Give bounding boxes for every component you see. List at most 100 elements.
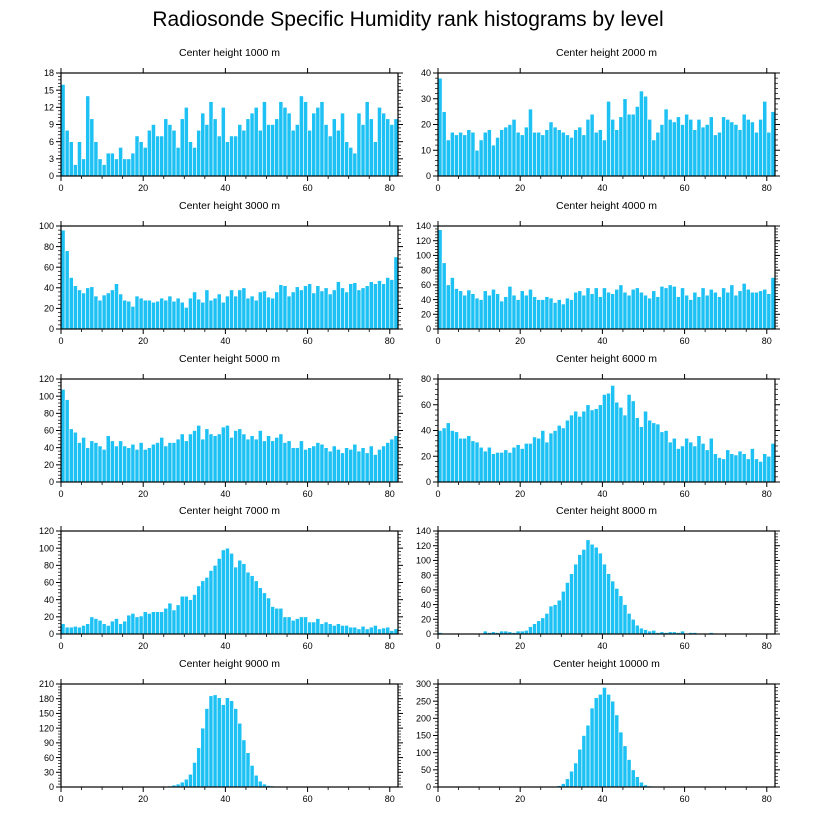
histogram-bar — [544, 441, 550, 483]
histogram-bar — [196, 425, 202, 483]
y-tick-label: 0 — [49, 477, 54, 487]
histogram-bar — [171, 442, 177, 483]
x-tick-label: 0 — [435, 794, 440, 804]
histogram-bar — [274, 291, 280, 330]
histogram-bar — [548, 297, 554, 330]
histogram-bar — [770, 111, 776, 177]
histogram-bar — [348, 147, 354, 177]
histogram-bar — [503, 296, 509, 330]
histogram-bar — [585, 119, 591, 177]
histogram-bar — [274, 118, 280, 177]
x-tick-label: 80 — [385, 641, 395, 651]
histogram-bar — [220, 426, 226, 483]
histogram-bar — [389, 279, 395, 330]
x-tick-label: 40 — [220, 641, 230, 651]
histogram-bar — [725, 119, 731, 177]
y-tick-label: 0 — [49, 782, 54, 792]
histogram-bar — [626, 613, 632, 635]
histogram-bar — [229, 553, 234, 635]
histogram-bar — [270, 297, 276, 330]
histogram-bar — [188, 297, 193, 330]
x-tick-label: 0 — [58, 183, 63, 193]
histogram-bar — [188, 141, 193, 177]
y-tick-label: 60 — [421, 400, 431, 410]
x-tick-label: 80 — [385, 336, 395, 346]
x-tick-label: 60 — [680, 336, 690, 346]
histogram-bar — [692, 129, 698, 177]
histogram-bar — [323, 447, 329, 483]
histogram-bar — [68, 141, 74, 177]
histogram-bar — [491, 288, 496, 330]
histogram-bar — [470, 440, 476, 483]
histogram-bar — [725, 449, 731, 483]
histogram-bar — [64, 129, 70, 177]
histogram-bar — [499, 129, 505, 177]
histogram-bar — [733, 454, 739, 483]
histogram-bar — [458, 290, 463, 330]
histogram-bar — [478, 299, 484, 330]
histogram-bar — [331, 625, 337, 635]
histogram-bar — [708, 116, 714, 177]
histogram-bar — [381, 627, 386, 635]
histogram-bar — [618, 731, 624, 788]
y-tick-label: 210 — [39, 679, 54, 689]
x-tick-label: 60 — [680, 489, 690, 499]
y-tick-label: 40 — [44, 595, 54, 605]
histogram-bar — [270, 606, 276, 635]
histogram-bar — [643, 294, 648, 330]
histogram-bar — [122, 620, 128, 635]
histogram-bar — [729, 121, 735, 177]
histogram-bar — [171, 300, 177, 330]
histogram-bar — [81, 158, 86, 177]
histogram-bar — [630, 618, 636, 635]
histogram-bar — [581, 549, 587, 635]
histogram-bar — [175, 147, 181, 177]
histogram-bar — [474, 441, 480, 483]
histogram-bar — [626, 759, 632, 788]
x-tick-label: 40 — [597, 794, 607, 804]
plot-frame — [437, 530, 776, 635]
histogram-bar — [290, 129, 296, 177]
histogram-panel: Center height 9000 m 0 20 40 60 80 0 30 60 90 120 1… — [39, 658, 403, 804]
histogram-bar — [528, 626, 533, 635]
y-tick-label: 80 — [44, 409, 54, 419]
histogram-bar — [364, 452, 370, 483]
histogram-bar — [450, 131, 455, 177]
histogram-bar — [220, 704, 226, 788]
y-tick-label: 100 — [39, 543, 54, 553]
histogram-bar — [303, 101, 308, 177]
histogram-bar — [118, 623, 123, 635]
histogram-bar — [352, 282, 358, 330]
panel-title: Center height 7000 m — [179, 505, 280, 517]
histogram-bar — [192, 594, 197, 635]
histogram-bar — [585, 539, 591, 635]
histogram-panel: Center height 10000 m 0 20 40 60 80 0 50 100 150 2… — [416, 658, 780, 804]
histogram-bar — [663, 430, 669, 483]
histogram-bar — [167, 124, 173, 177]
histogram-panel: Center height 5000 m 0 20 40 60 80 0 20 40 60 80 10… — [39, 353, 403, 499]
histogram-bar — [229, 437, 234, 483]
x-tick-label: 40 — [220, 336, 230, 346]
x-tick-label: 0 — [58, 489, 63, 499]
histogram-bar — [713, 291, 718, 330]
histogram-bar — [204, 289, 210, 330]
histogram-bar — [336, 129, 341, 177]
histogram-bar — [684, 437, 689, 483]
histogram-bar — [216, 135, 222, 177]
histogram-bar — [651, 422, 657, 483]
histogram-bar — [602, 563, 607, 635]
histogram-bar — [299, 289, 304, 330]
histogram-bar — [373, 454, 378, 483]
histogram-bar — [700, 126, 706, 177]
histogram-bar — [729, 453, 735, 483]
histogram-bar — [200, 112, 206, 177]
histogram-bar — [373, 625, 378, 635]
histogram-bar — [97, 299, 103, 330]
histogram-bar — [630, 113, 636, 177]
histogram-bar — [536, 131, 542, 177]
histogram-bar — [614, 129, 620, 177]
x-tick-label: 60 — [303, 489, 313, 499]
histogram-bar — [610, 700, 616, 788]
histogram-bar — [356, 628, 362, 635]
histogram-bar — [597, 552, 603, 635]
